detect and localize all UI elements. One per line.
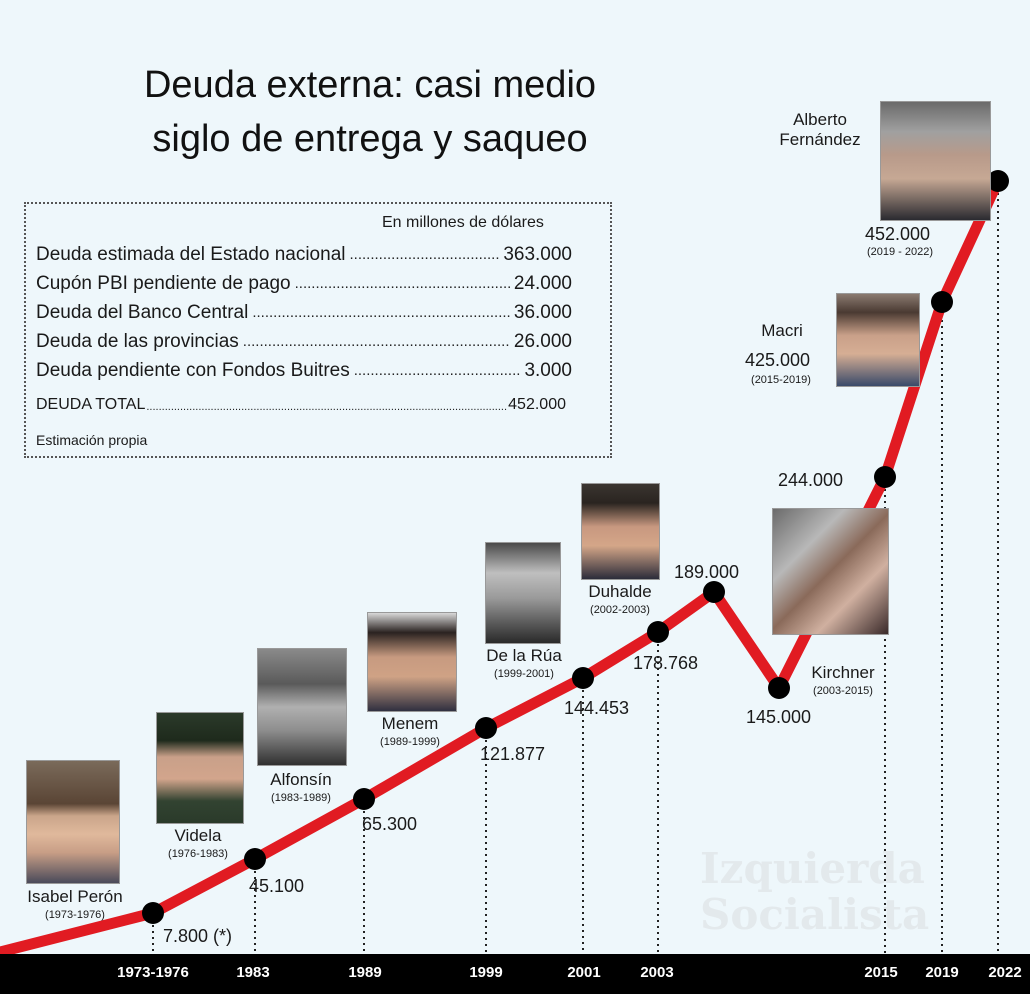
name-macri: Macri [761, 321, 803, 340]
name-videla: Videla [174, 826, 222, 845]
portrait-alfonsin [257, 648, 347, 766]
row-label: Deuda estimada del Estado nacional [36, 244, 346, 265]
row-label: Deuda de las provincias [36, 331, 239, 352]
years-duhalde: (2002-2003) [590, 604, 650, 616]
x-tick-label: 2019 [925, 964, 959, 981]
value-label-1999: 121.877 [480, 744, 546, 764]
total-row: DEUDA TOTAL 452.000 [36, 396, 566, 418]
row-value: 24.000 [513, 273, 572, 294]
breakdown-row: Cupón PBI pendiente de pago 24.000 [36, 273, 572, 295]
value-label-1976: 7.800 (*) [163, 926, 233, 946]
row-label: Cupón PBI pendiente de pago [36, 273, 291, 294]
x-tick-label: 2003 [640, 964, 674, 981]
breakdown-row: Deuda del Banco Central 36.000 [36, 302, 572, 324]
value-label-dip: 145.000 [746, 707, 812, 727]
name-duhalde: Duhalde [588, 582, 652, 601]
value-label-2019: 425.000 [745, 350, 811, 370]
data-point [768, 677, 790, 699]
value-label-2003: 178.768 [633, 653, 699, 673]
value-label-2001: 144.453 [564, 698, 630, 718]
x-tick-label: 2001 [567, 964, 601, 981]
years-isabel-peron: (1973-1976) [45, 909, 105, 921]
portrait-videla [156, 712, 244, 824]
x-tick-label: 2015 [864, 964, 898, 981]
row-label: Deuda pendiente con Fondos Buitres [36, 360, 350, 381]
row-value: 363.000 [503, 244, 572, 265]
data-point [647, 621, 669, 643]
data-point [987, 170, 1009, 192]
years-kirchner: (2003-2015) [813, 685, 873, 697]
value-label-2015: 244.000 [778, 470, 844, 490]
title-line-2: siglo de entrega y saqueo [152, 118, 588, 160]
breakdown-row: Deuda pendiente con Fondos Buitres 3.000 [36, 360, 572, 382]
source-note: Estimación propia [36, 432, 148, 448]
row-label: Deuda del Banco Central [36, 302, 249, 323]
title-line-1: Deuda externa: casi medio [143, 64, 597, 106]
x-tick-label: 1999 [469, 964, 503, 981]
breakdown-row: Deuda estimada del Estado nacional 363.00… [36, 244, 572, 266]
data-point [703, 581, 725, 603]
years-videla: (1976-1983) [168, 848, 228, 860]
data-point [475, 717, 497, 739]
name-de-la-rua: De la Rúa [486, 646, 562, 665]
breakdown-row: Deuda de las provincias 26.000 [36, 331, 572, 353]
x-tick-label: 2022 [988, 964, 1022, 981]
years-alfonsin: (1983-1989) [271, 792, 331, 804]
watermark: Izquierda Socialista [700, 846, 1020, 938]
unit-label: En millones de dólares [382, 214, 544, 231]
portrait-isabel-peron [26, 760, 120, 884]
total-label: DEUDA TOTAL [36, 396, 146, 413]
x-tick-label: 1989 [348, 964, 382, 981]
data-point [572, 667, 594, 689]
data-point [874, 466, 896, 488]
years-de-la-rua: (1999-2001) [494, 668, 554, 680]
row-value: 36.000 [513, 302, 572, 323]
debt-series-line [0, 175, 1004, 958]
name-menem: Menem [381, 714, 439, 733]
data-point [244, 848, 266, 870]
value-label-2022: 452.000 [865, 224, 931, 244]
x-tick-label: 1973-1976 [117, 964, 189, 981]
watermark-line-1: Izquierda [700, 844, 925, 893]
value-label-peak: 189.000 [674, 562, 740, 582]
row-value: 3.000 [524, 360, 572, 381]
years-alberto-fernandez: (2019 - 2022) [866, 246, 934, 258]
name-isabel-peron: Isabel Perón [27, 887, 123, 906]
portrait-menem [367, 612, 457, 712]
portrait-kirchner [772, 508, 889, 635]
years-macri: (2015-2019) [751, 374, 811, 386]
watermark-line-2: Socialista [700, 890, 930, 939]
data-points [142, 170, 1009, 924]
portrait-de-la-rua [485, 542, 561, 644]
portrait-alberto-fernandez [880, 101, 991, 221]
portrait-macri [836, 293, 920, 387]
row-value: 26.000 [513, 331, 572, 352]
years-menem: (1989-1999) [380, 736, 440, 748]
x-tick-label: 1983 [236, 964, 270, 981]
page-title: Deuda externa: casi medio siglo de entre… [100, 58, 640, 166]
data-point [142, 902, 164, 924]
name-alberto-fernandez: Alberto Fernández [779, 110, 861, 149]
value-label-1983: 45.100 [249, 876, 305, 896]
data-point [931, 291, 953, 313]
drop-lines [152, 193, 999, 954]
value-label-1989: 65.300 [362, 814, 418, 834]
name-alfonsin: Alfonsín [270, 770, 332, 789]
x-axis-bar [0, 954, 1030, 994]
debt-breakdown-box: En millones de dólares Deuda estimada de… [24, 202, 612, 458]
portrait-duhalde [581, 483, 660, 580]
data-point [353, 788, 375, 810]
total-value: 452.000 [508, 396, 566, 413]
name-kirchner: Kirchner [811, 663, 875, 682]
